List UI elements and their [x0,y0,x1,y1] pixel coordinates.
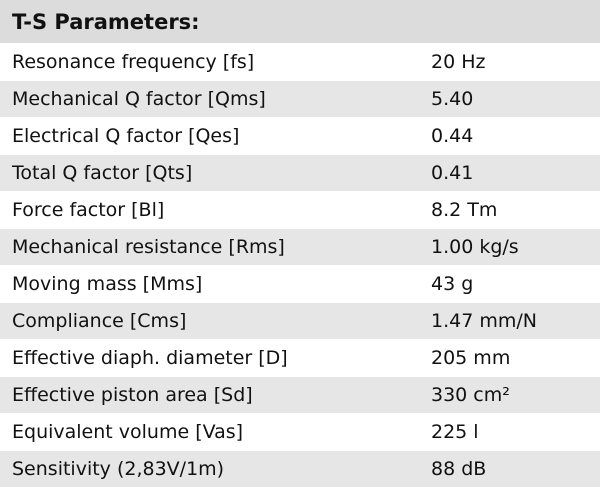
parameter-value: 0.44 [431,125,474,147]
parameter-name: Electrical Q factor [Qes] [12,125,240,147]
parameter-value: 225 l [431,421,479,443]
parameter-name: Resonance frequency [fs] [12,51,255,73]
table-row: Equivalent volume [Vas] 225 l [0,414,600,451]
table-row: Total Q factor [Qts] 0.41 [0,155,600,192]
table-row: Moving mass [Mms] 43 g [0,266,600,303]
parameter-value: 0.41 [431,162,474,184]
parameter-name: Effective piston area [Sd] [12,384,253,406]
parameter-name: Moving mass [Mms] [12,273,203,295]
parameter-value: 88 dB [431,458,487,480]
parameter-name: Sensitivity (2,83V/1m) [12,458,225,480]
table-title: T-S Parameters: [0,0,600,44]
parameter-value: 43 g [431,273,474,295]
table-row: Mechanical resistance [Rms] 1.00 kg/s [0,229,600,266]
parameter-value: 330 cm² [431,384,510,406]
table-row: Mechanical Q factor [Qms] 5.40 [0,81,600,118]
parameter-value: 8.2 Tm [431,199,498,221]
table-row: Effective diaph. diameter [D] 205 mm [0,340,600,377]
table-row: Force factor [Bl] 8.2 Tm [0,192,600,229]
parameter-value: 5.40 [431,88,474,110]
table-body: Resonance frequency [fs] 20 Hz Mechanical … [0,44,600,488]
parameter-name: Mechanical resistance [Rms] [12,236,285,258]
table-row: Effective piston area [Sd] 330 cm² [0,377,600,414]
parameter-name: Equivalent volume [Vas] [12,421,244,443]
table-row: Compliance [Cms] 1.47 mm/N [0,303,600,340]
table-row: Electrical Q factor [Qes] 0.44 [0,118,600,155]
parameter-value: 20 Hz [431,51,486,73]
parameter-name: Mechanical Q factor [Qms] [12,88,266,110]
table-row: Sensitivity (2,83V/1m) 88 dB [0,451,600,488]
parameter-name: Compliance [Cms] [12,310,187,332]
parameter-name: Effective diaph. diameter [D] [12,347,288,369]
parameter-value: 205 mm [431,347,511,369]
table-row: Resonance frequency [fs] 20 Hz [0,44,600,81]
parameter-value: 1.47 mm/N [431,310,537,332]
parameter-name: Force factor [Bl] [12,199,165,221]
parameter-value: 1.00 kg/s [431,236,519,258]
parameter-name: Total Q factor [Qts] [12,162,193,184]
